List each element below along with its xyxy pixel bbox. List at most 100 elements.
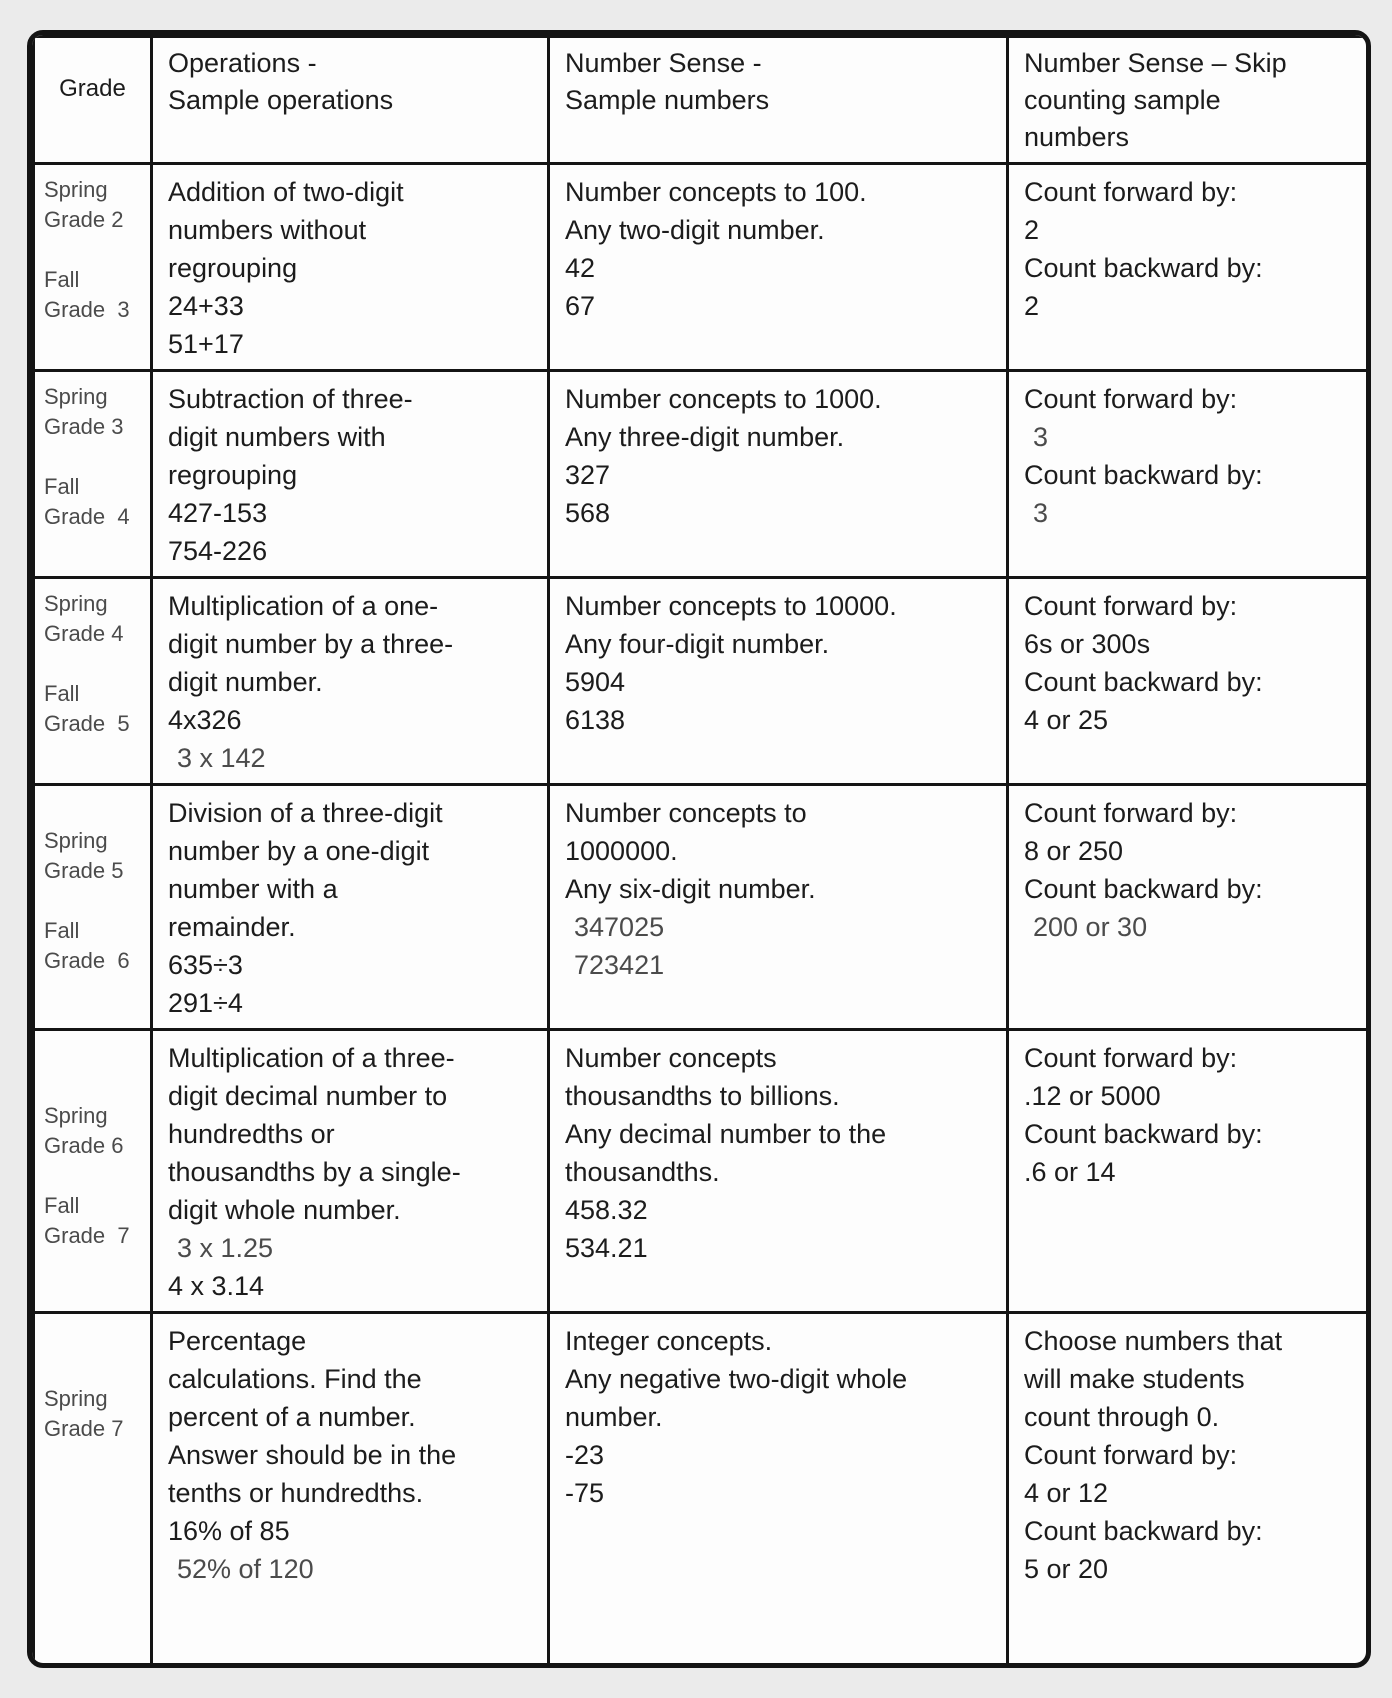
skip-counting-cell: Count forward by: .12 or 5000 Count backwa… — [1006, 1028, 1366, 1314]
cell-line: 8 or 250 — [1024, 836, 1124, 866]
cell-line: Grade 6 — [44, 948, 130, 973]
table-row: Spring Grade 7 Percentage calculations. Fin… — [32, 1311, 1366, 1663]
cell-line: 534.21 — [565, 1233, 648, 1263]
skip-counting-cell: Count forward by: 3 Count backward by: 3 — [1006, 369, 1366, 579]
cell-line: digit number by a three- — [168, 629, 454, 659]
table-row: Spring Grade 4 Fall Grade 5 Multiplication o… — [32, 576, 1366, 786]
cell-line: Spring — [44, 1386, 108, 1411]
cell-line: Count forward by: — [1024, 798, 1238, 828]
cell-line: digit decimal number to — [168, 1081, 448, 1111]
skip-counting-cell: Choose numbers that will make students cou… — [1006, 1311, 1366, 1663]
cell-line: Subtraction of three- — [168, 384, 413, 414]
cell-line: 6s or 300s — [1024, 629, 1151, 659]
cell-line: 4 x 3.14 — [168, 1271, 265, 1301]
cell-line: 5 or 20 — [1024, 1554, 1109, 1584]
cell-line: 458.32 — [565, 1195, 648, 1225]
skip-counting-cell: Count forward by: 2 Count backward by: 2 — [1006, 162, 1366, 372]
cell-line: Division of a three-digit — [168, 798, 443, 828]
cell-line: 3 x 1.25 — [177, 1233, 274, 1263]
cell-line: Any four-digit number. — [565, 629, 830, 659]
operations-cell: Multiplication of a one-digit number by … — [150, 576, 550, 786]
cell-line: 635÷3 — [168, 950, 243, 980]
grade-cell: Spring Grade 6 Fall Grade 7 — [32, 1028, 153, 1314]
cell-line: Spring — [44, 384, 108, 409]
cell-line: -23 — [565, 1440, 605, 1470]
cell-line: 52% of 120 — [177, 1554, 314, 1584]
cell-line: Count forward by: — [1024, 384, 1238, 414]
cell-line: Grade 2 — [44, 207, 124, 232]
cell-line: 200 or 30 — [1033, 912, 1148, 942]
cell-line: .12 or 5000 — [1024, 1081, 1161, 1111]
cell-line: 327 — [565, 460, 611, 490]
cell-line: Grade 3 — [44, 414, 124, 439]
skip-counting-cell: Count forward by: 6s or 300s Count backwar… — [1006, 576, 1366, 786]
assessment-table-sheet: Grade Operations - Sample operations Num… — [27, 30, 1371, 1668]
table-row: Spring Grade 2 Fall Grade 3 Addition of two-… — [32, 162, 1366, 372]
cell-line: 2 — [1024, 291, 1040, 321]
cell-line: Grade 7 — [44, 1223, 130, 1248]
cell-line: Percentage — [168, 1326, 307, 1356]
cell-line: Grade 5 — [44, 858, 124, 883]
cell-line: 4 or 12 — [1024, 1478, 1109, 1508]
cell-line: 723421 — [574, 950, 665, 980]
cell-line: 427-153 — [168, 498, 268, 528]
header-skip-counting: Number Sense – Skip counting sample numb… — [1006, 35, 1366, 165]
cell-line: Number concepts to 1000. — [565, 384, 882, 414]
cell-line: digit number. — [168, 667, 323, 697]
number-sense-cell: Number concepts thousandths to billions. A… — [547, 1028, 1009, 1314]
cell-line: thousandths by a single- — [168, 1157, 461, 1187]
cell-line: 42 — [565, 253, 596, 283]
cell-line: Count backward by: — [1024, 1119, 1263, 1149]
cell-line: thousandths. — [565, 1157, 720, 1187]
cell-line: 3 x 142 — [177, 743, 266, 773]
cell-line: numbers without — [168, 215, 367, 245]
cell-line: 3 — [1033, 498, 1049, 528]
cell-line: Fall — [44, 1193, 80, 1218]
operations-cell: Subtraction of three-digit numbers with r… — [150, 369, 550, 579]
number-sense-cell: Number concepts to 1000. Any three-digit … — [547, 369, 1009, 579]
cell-line: Fall — [44, 681, 80, 706]
number-sense-cell: Number concepts to 10000. Any four-digit … — [547, 576, 1009, 786]
cell-line: Integer concepts. — [565, 1326, 773, 1356]
cell-line: Fall — [44, 918, 80, 943]
operations-cell: Division of a three-digit number by a one… — [150, 783, 550, 1031]
cell-line: 2 — [1024, 215, 1040, 245]
cell-line: count through 0. — [1024, 1402, 1220, 1432]
grade-cell: Spring Grade 4 Fall Grade 5 — [32, 576, 153, 786]
cell-line: 4 or 25 — [1024, 705, 1109, 735]
grade-cell: Spring Grade 7 — [32, 1311, 153, 1663]
cell-line: will make students — [1024, 1364, 1245, 1394]
cell-line: Any three-digit number. — [565, 422, 845, 452]
table-row: Spring Grade 6 Fall Grade 7 Multiplication o… — [32, 1028, 1366, 1314]
cell-line: 67 — [565, 291, 596, 321]
cell-line: Count forward by: — [1024, 1043, 1238, 1073]
cell-line: Any two-digit number. — [565, 215, 825, 245]
cell-line: 4x326 — [168, 705, 242, 735]
cell-line: 568 — [565, 498, 611, 528]
grade-cell: Spring Grade 2 Fall Grade 3 — [32, 162, 153, 372]
cell-line: number with a — [168, 874, 338, 904]
cell-line: -75 — [565, 1478, 605, 1508]
cell-line: 291÷4 — [168, 988, 243, 1018]
cell-line: Count backward by: — [1024, 667, 1263, 697]
cell-line: Grade 7 — [44, 1416, 124, 1441]
cell-line: Fall — [44, 267, 80, 292]
cell-line: thousandths to billions. — [565, 1081, 840, 1111]
table-row: Spring Grade 5 Fall Grade 6 Division of a th… — [32, 783, 1366, 1031]
cell-line: hundredths or — [168, 1119, 335, 1149]
cell-line: Grade 6 — [44, 1133, 124, 1158]
cell-line: Grade 4 — [44, 621, 124, 646]
cell-line: Any decimal number to the — [565, 1119, 887, 1149]
cell-line: Count forward by: — [1024, 591, 1238, 621]
cell-line: Number concepts to 10000. — [565, 591, 897, 621]
cell-line: .6 or 14 — [1024, 1157, 1116, 1187]
cell-line: Grade 4 — [44, 504, 130, 529]
cell-line: number. — [565, 1402, 663, 1432]
cell-line: 6138 — [565, 705, 626, 735]
cell-line: Spring — [44, 828, 108, 853]
cell-line: 16% of 85 — [168, 1516, 290, 1546]
cell-line: 51+17 — [168, 329, 244, 359]
header-operations: Operations - Sample operations — [150, 35, 550, 165]
cell-line: Fall — [44, 474, 80, 499]
cell-line: Answer should be in the — [168, 1440, 457, 1470]
